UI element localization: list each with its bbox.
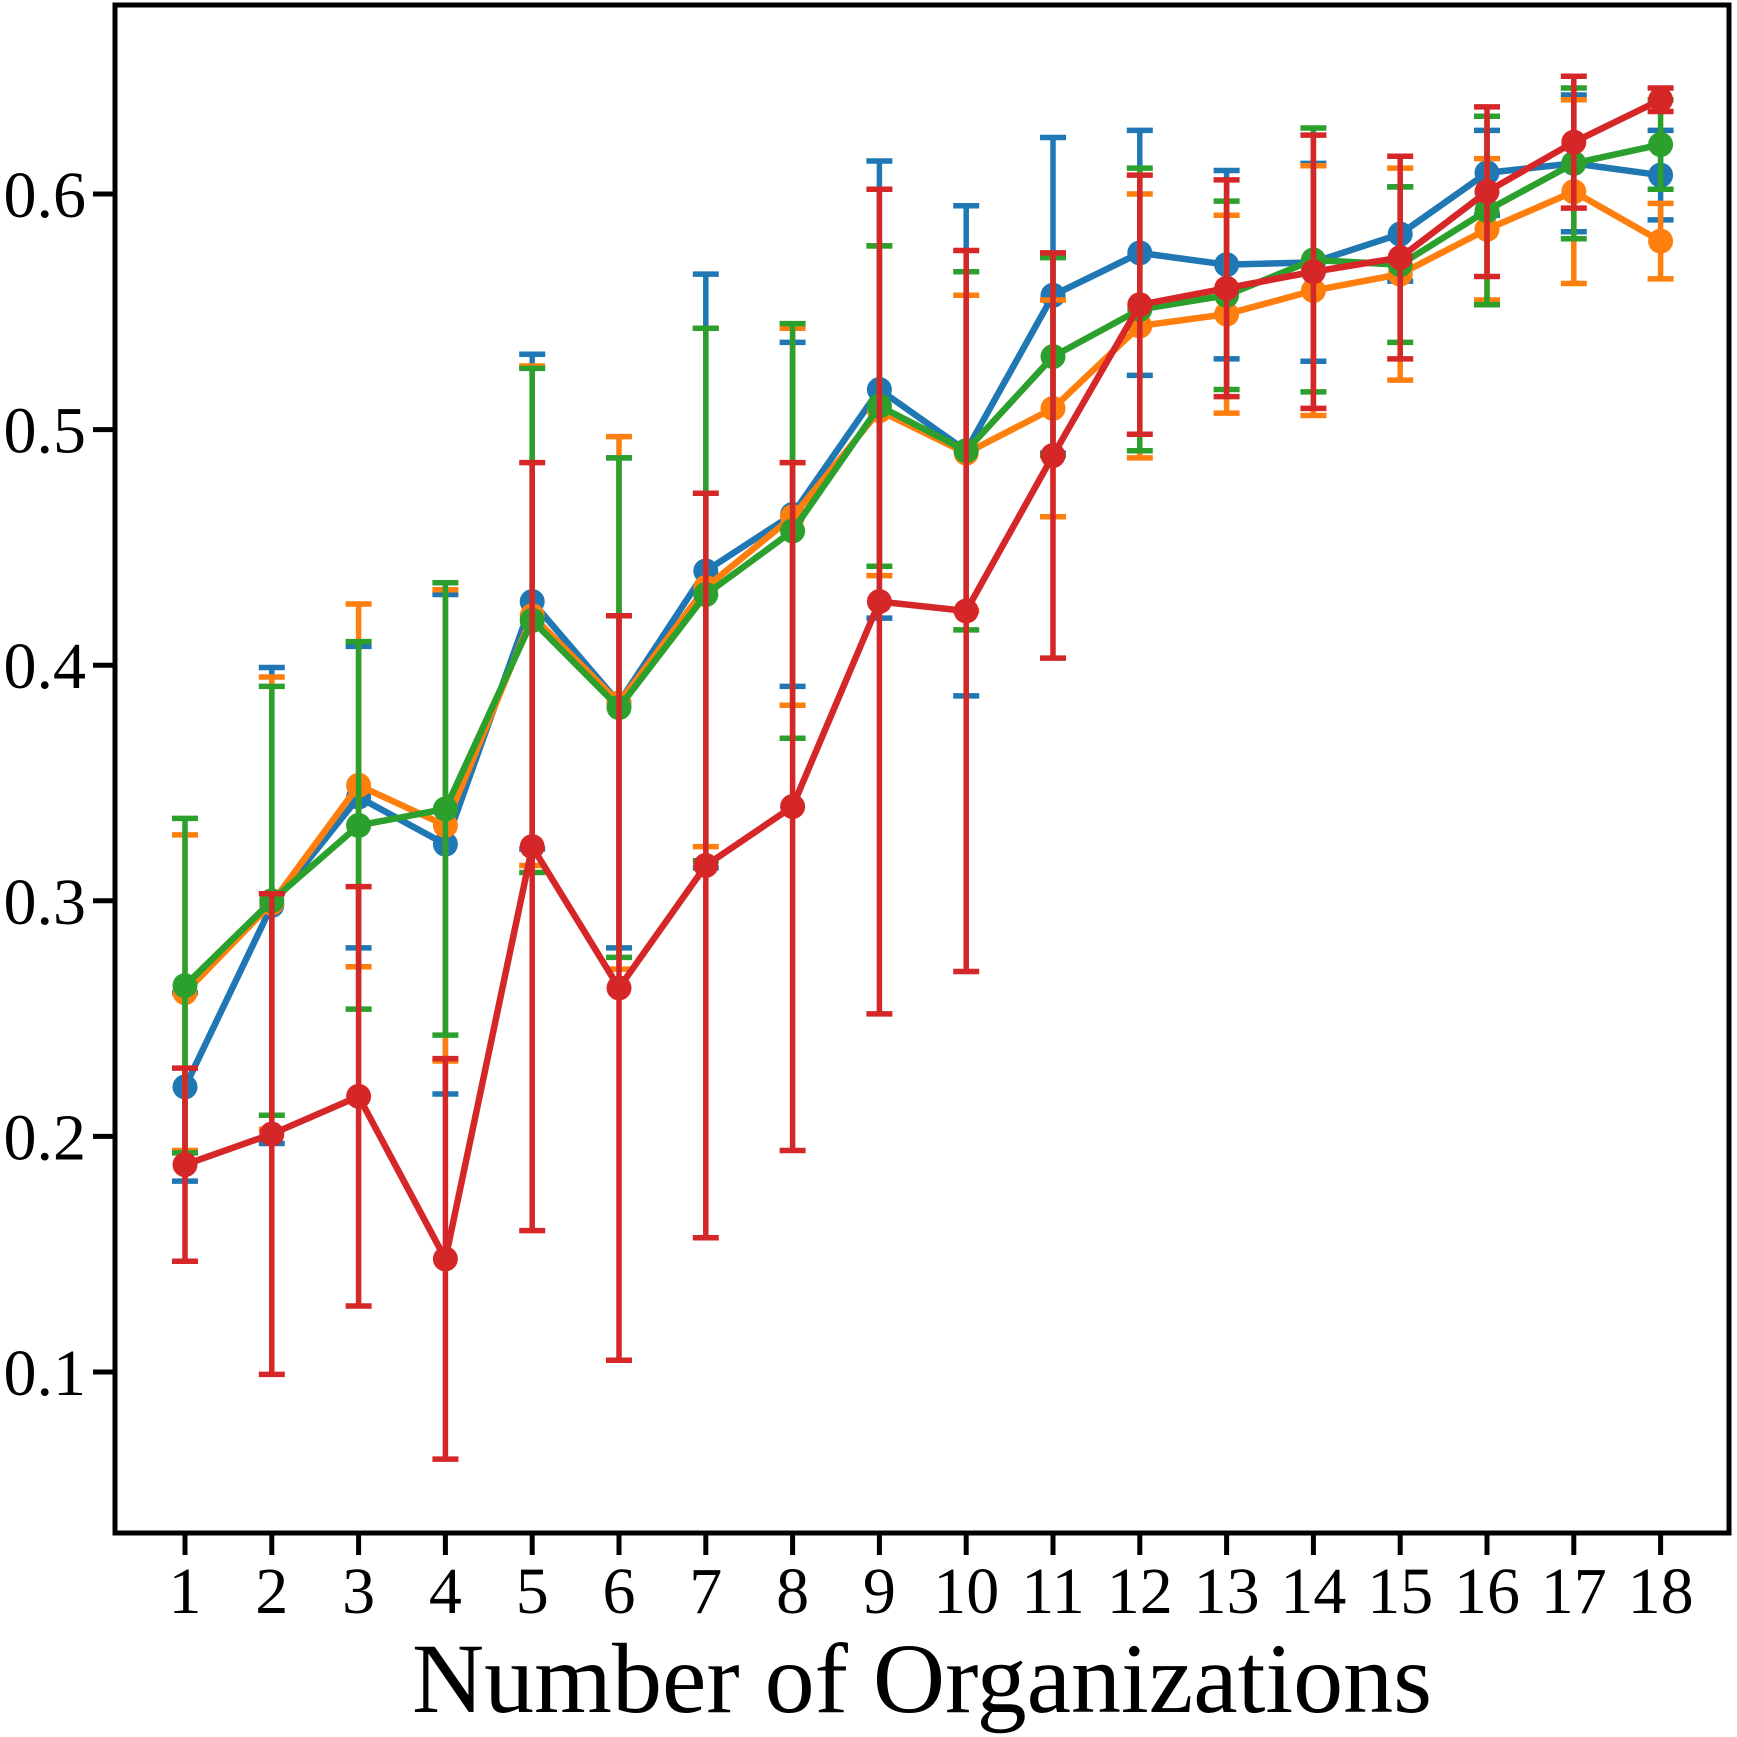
data-point bbox=[172, 1152, 198, 1178]
x-tick-label: 14 bbox=[1280, 1555, 1346, 1628]
x-tick-label: 8 bbox=[776, 1555, 809, 1628]
data-point bbox=[606, 975, 632, 1001]
data-point bbox=[866, 589, 892, 615]
x-tick-label: 4 bbox=[429, 1555, 462, 1628]
y-tick-label: 0.5 bbox=[4, 395, 87, 468]
y-tick-label: 0.4 bbox=[4, 630, 87, 703]
series-orange bbox=[172, 97, 1674, 1154]
y-tick-label: 0.3 bbox=[4, 866, 87, 939]
x-tick-label: 18 bbox=[1628, 1555, 1694, 1628]
data-point bbox=[346, 1083, 372, 1109]
axes-spines bbox=[112, 2, 1732, 1536]
data-point bbox=[1648, 132, 1674, 158]
data-point bbox=[1127, 292, 1153, 318]
data-point bbox=[1648, 87, 1674, 113]
data-point bbox=[693, 852, 719, 878]
data-point bbox=[1387, 245, 1413, 271]
y-tick-label: 0.1 bbox=[4, 1337, 87, 1410]
data-series-layer bbox=[172, 73, 1674, 1462]
x-tick-label: 10 bbox=[933, 1555, 999, 1628]
data-point bbox=[780, 794, 806, 820]
x-tick-label: 17 bbox=[1541, 1555, 1607, 1628]
x-tick-label: 5 bbox=[516, 1555, 549, 1628]
x-tick-label: 11 bbox=[1021, 1555, 1085, 1628]
x-tick-label: 1 bbox=[169, 1555, 202, 1628]
data-point bbox=[1214, 275, 1240, 301]
data-point bbox=[1561, 129, 1587, 155]
x-tick-label: 2 bbox=[255, 1555, 288, 1628]
x-axis-title: Number of Organizations bbox=[412, 1623, 1432, 1734]
series-line bbox=[181, 188, 1664, 996]
x-tick-label: 7 bbox=[689, 1555, 722, 1628]
data-point bbox=[519, 834, 545, 860]
data-point bbox=[1474, 179, 1500, 205]
data-point bbox=[172, 973, 198, 999]
data-point bbox=[432, 1246, 458, 1272]
series-line bbox=[181, 160, 1664, 1091]
x-tick-label: 13 bbox=[1194, 1555, 1260, 1628]
data-point bbox=[1648, 228, 1674, 254]
x-tick-label: 3 bbox=[342, 1555, 375, 1628]
y-tick-label: 0.2 bbox=[4, 1101, 87, 1174]
data-point bbox=[1300, 259, 1326, 285]
series-blue bbox=[172, 92, 1674, 1184]
series-line bbox=[181, 141, 1664, 989]
x-axis-ticks: 1 2 3 4 5 6 7 8 9 10 11 12 13 14 15 16 17 18 bbox=[169, 1533, 1694, 1628]
series-red bbox=[172, 73, 1674, 1462]
plot-box bbox=[112, 2, 1732, 1536]
data-point bbox=[1040, 443, 1066, 469]
x-tick-label: 16 bbox=[1454, 1555, 1520, 1628]
y-tick-label: 0.6 bbox=[4, 159, 87, 232]
data-point bbox=[259, 1121, 285, 1147]
data-point bbox=[346, 812, 372, 838]
x-tick-label: 6 bbox=[603, 1555, 636, 1628]
data-point bbox=[953, 598, 979, 624]
data-point bbox=[432, 796, 458, 822]
x-tick-label: 15 bbox=[1367, 1555, 1433, 1628]
y-axis-ticks: 0.1 0.2 0.3 0.4 0.5 0.6 bbox=[4, 159, 115, 1410]
x-tick-label: 12 bbox=[1107, 1555, 1173, 1628]
series-line bbox=[181, 96, 1664, 1263]
x-tick-label: 9 bbox=[863, 1555, 896, 1628]
